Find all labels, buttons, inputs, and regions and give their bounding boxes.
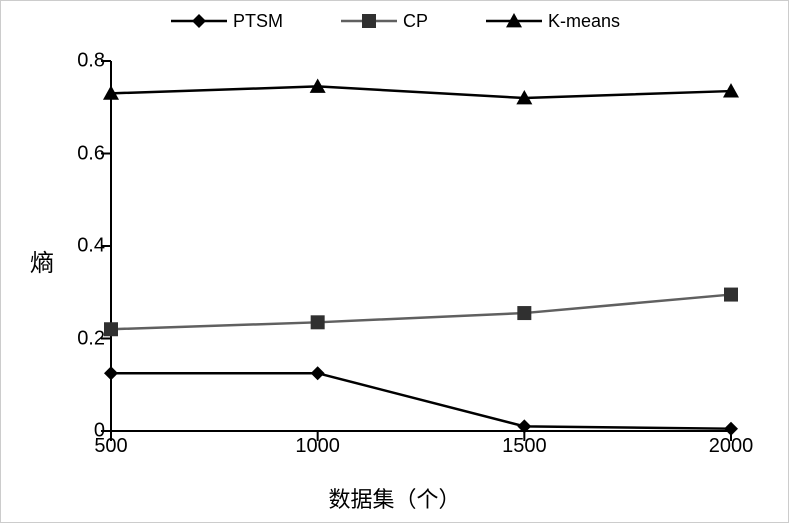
- y-ticks: 00.20.40.60.8: [1, 61, 111, 431]
- x-ticks: 500100015002000: [111, 431, 731, 461]
- x-tick-label: 1000: [295, 435, 340, 458]
- plot-area: [111, 61, 731, 431]
- y-tick-label: 0.8: [77, 50, 105, 73]
- plot-svg: [111, 61, 731, 431]
- y-tick-label: 0.2: [77, 327, 105, 350]
- x-tick-label: 500: [94, 435, 127, 458]
- legend-item-ptsm: PTSM: [169, 9, 283, 33]
- x-tick-label: 1500: [502, 435, 547, 458]
- legend-item-k-means: K-means: [484, 9, 620, 33]
- legend-item-cp: CP: [339, 9, 428, 33]
- y-tick-label: 0.4: [77, 235, 105, 258]
- chart-container: PTSM CP K-means 熵 00.20.40.60.8 50010001…: [0, 0, 789, 523]
- legend-label: K-means: [548, 11, 620, 31]
- y-tick-label: 0.6: [77, 142, 105, 165]
- legend: PTSM CP K-means: [1, 9, 788, 33]
- legend-label: CP: [403, 11, 428, 31]
- x-tick-label: 2000: [709, 435, 754, 458]
- legend-label: PTSM: [233, 11, 283, 31]
- x-axis-title: 数据集（个）: [328, 482, 460, 514]
